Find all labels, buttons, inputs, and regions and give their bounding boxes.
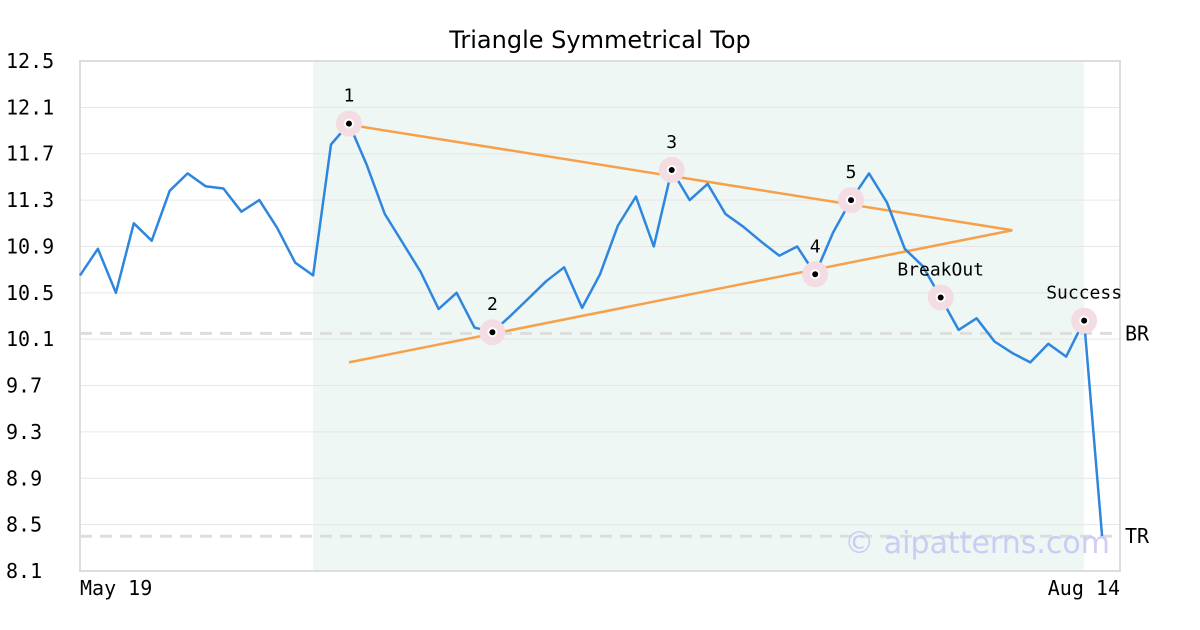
triangle-trendline — [348, 229, 1013, 364]
x-tick-label: Aug 14 — [1048, 576, 1120, 600]
reference-line-label: BR — [1125, 321, 1150, 345]
y-tick-label: 10.5 — [6, 281, 54, 305]
pattern-region — [313, 61, 1085, 571]
pattern-point — [666, 164, 677, 175]
y-tick-label: 10.9 — [6, 234, 54, 258]
plot-frame — [79, 60, 1121, 572]
pattern-point — [343, 118, 354, 129]
pattern-point — [487, 327, 498, 338]
pattern-point-label: Success — [1046, 283, 1122, 304]
y-tick-label: 12.5 — [6, 49, 54, 73]
y-tick-label: 11.7 — [6, 142, 54, 166]
pattern-point — [935, 292, 946, 303]
watermark: © aipatterns.com — [844, 526, 1110, 561]
y-tick-label: 12.1 — [6, 95, 54, 119]
pattern-point-label: 3 — [666, 132, 677, 153]
pattern-point — [810, 269, 821, 280]
pattern-point-label: 5 — [846, 162, 857, 183]
y-tick-label: 8.1 — [6, 559, 42, 583]
pattern-point-label: 1 — [344, 86, 355, 107]
reference-line-label: TR — [1125, 524, 1150, 548]
y-tick-label: 9.3 — [6, 420, 42, 444]
pattern-point-label: BreakOut — [897, 259, 984, 280]
pattern-point — [846, 195, 857, 206]
price-line — [78, 122, 1104, 537]
pattern-point — [1079, 315, 1090, 326]
chart-title: Triangle Symmetrical Top — [448, 26, 751, 54]
pattern-point-label: 2 — [487, 294, 498, 315]
y-tick-label: 8.9 — [6, 466, 42, 490]
y-tick-label: 9.7 — [6, 374, 42, 398]
y-tick-label: 11.3 — [6, 188, 54, 212]
y-tick-label: 10.1 — [6, 327, 54, 351]
pattern-point-label: 4 — [810, 236, 821, 257]
x-tick-label: May 19 — [80, 576, 152, 600]
y-tick-label: 8.5 — [6, 513, 42, 537]
